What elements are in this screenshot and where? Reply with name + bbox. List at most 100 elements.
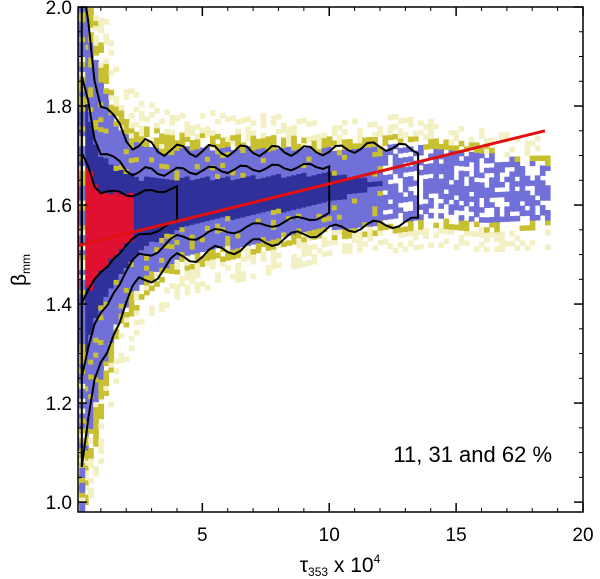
density-cell — [270, 115, 277, 121]
density-cell — [133, 151, 140, 158]
density-cell — [113, 294, 120, 300]
density-cell — [98, 349, 104, 355]
density-cell — [544, 229, 551, 236]
density-cell — [220, 231, 226, 238]
density-cell — [357, 236, 363, 243]
density-cell — [316, 213, 323, 219]
density-cell — [473, 167, 480, 173]
density-cell — [184, 126, 191, 132]
density-cell — [174, 244, 181, 250]
density-cell — [138, 195, 145, 201]
density-cell — [250, 273, 257, 280]
density-cell — [164, 252, 170, 259]
density-cell — [220, 142, 226, 149]
density-cell — [428, 212, 434, 219]
density-cell — [463, 190, 470, 197]
density-cell — [412, 195, 419, 201]
density-cell — [301, 192, 307, 198]
density-cell — [331, 234, 338, 241]
density-cell — [123, 222, 130, 229]
density-cell — [189, 263, 196, 270]
density-cell — [143, 205, 150, 212]
density-cell — [113, 170, 120, 176]
density-cell — [346, 223, 353, 229]
density-cell — [179, 241, 186, 248]
density-cell — [194, 222, 201, 229]
density-cell — [265, 230, 272, 236]
density-cell — [143, 175, 150, 182]
density-cell — [83, 108, 89, 115]
density-cell — [250, 209, 257, 215]
density-cell — [113, 299, 120, 305]
density-cell — [169, 174, 176, 180]
density-cell — [133, 136, 140, 143]
density-cell — [255, 247, 262, 254]
density-cell — [154, 266, 160, 272]
density-cell — [164, 233, 170, 239]
density-cell — [235, 208, 242, 214]
density-cell — [377, 175, 384, 182]
density-cell — [235, 183, 242, 189]
density-cell — [346, 143, 353, 150]
density-cell — [311, 214, 318, 220]
density-cell — [93, 386, 99, 393]
density-cell — [504, 206, 511, 212]
density-cell — [199, 231, 206, 238]
density-cell — [83, 212, 89, 219]
density-cell — [164, 208, 170, 214]
density-cell — [164, 109, 170, 115]
density-cell — [159, 247, 165, 253]
density-cell — [154, 167, 160, 173]
density-cell — [103, 246, 110, 253]
density-cell — [235, 222, 242, 229]
density-cell — [509, 196, 516, 202]
density-cell — [204, 220, 211, 227]
density-cell — [118, 199, 125, 205]
density-cell — [245, 156, 252, 162]
density-cell — [362, 211, 368, 218]
density-cell — [149, 221, 155, 227]
density-cell — [306, 260, 313, 266]
density-cell — [199, 221, 206, 228]
density-cell — [306, 220, 313, 227]
density-cell — [123, 321, 130, 328]
density-cell — [316, 222, 323, 229]
density-cell — [296, 222, 302, 229]
density-cell — [245, 190, 252, 197]
density-cell — [113, 309, 120, 315]
density-cell — [286, 175, 292, 182]
density-cell — [499, 191, 505, 198]
density-cell — [189, 145, 196, 151]
density-cell — [377, 165, 384, 172]
density-cell — [108, 139, 115, 145]
density-cell — [341, 119, 348, 126]
density-cell — [123, 198, 130, 204]
density-cell — [286, 141, 292, 147]
density-cell — [83, 172, 89, 179]
density-cell — [352, 173, 358, 179]
density-cell — [88, 7, 94, 14]
density-cell — [138, 254, 145, 261]
density-cell — [225, 180, 231, 187]
density-cell — [149, 112, 155, 118]
density-cell — [174, 115, 181, 122]
density-cell — [235, 188, 242, 194]
density-cell — [113, 120, 120, 127]
density-cell — [286, 131, 292, 137]
density-cell — [118, 308, 125, 314]
density-cell — [118, 263, 125, 270]
density-cell — [316, 143, 323, 150]
density-cell — [321, 162, 328, 168]
density-cell — [149, 255, 155, 262]
density-cell — [260, 201, 267, 208]
density-cell — [83, 83, 89, 90]
density-cell — [138, 170, 145, 176]
density-cell — [88, 126, 94, 132]
density-cell — [108, 40, 115, 46]
density-cell — [93, 322, 99, 328]
density-cell — [458, 175, 465, 182]
density-cell — [108, 154, 115, 160]
density-cell — [443, 159, 450, 165]
density-cell — [240, 211, 247, 218]
density-cell — [189, 244, 196, 250]
